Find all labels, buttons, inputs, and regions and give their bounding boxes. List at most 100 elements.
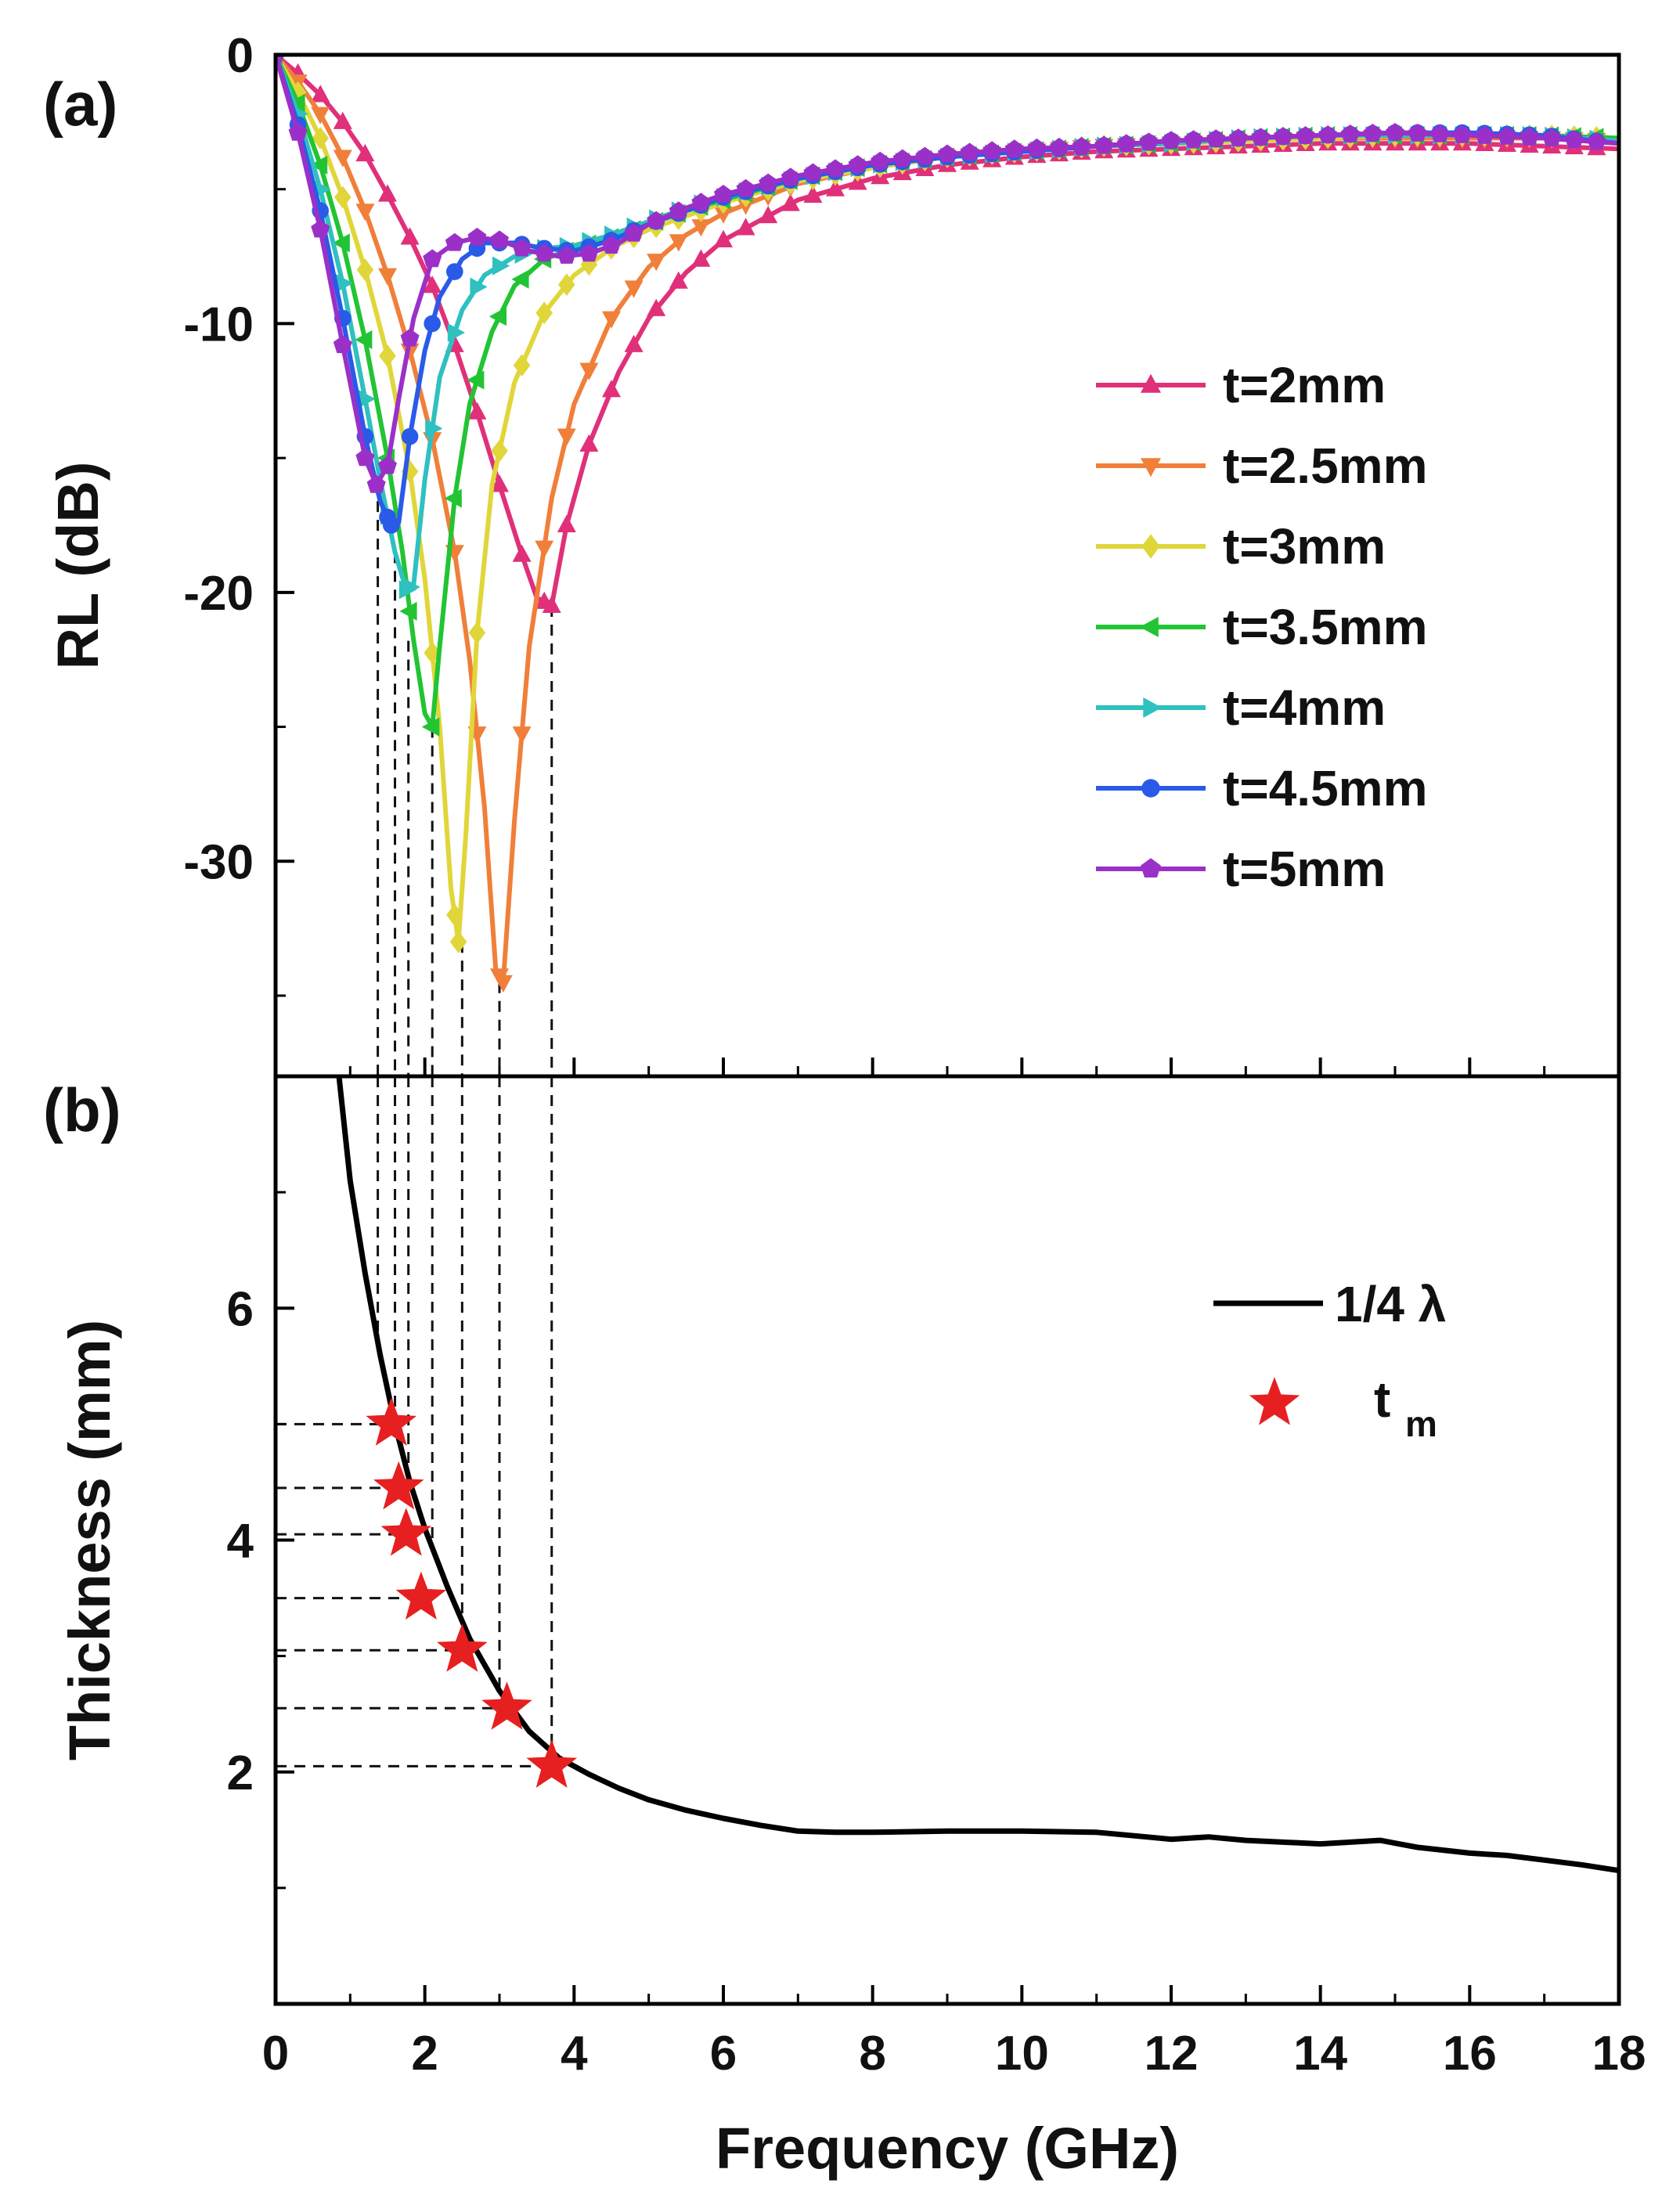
data-point — [399, 601, 417, 621]
series-tm — [366, 1397, 578, 1788]
data-point — [1228, 128, 1248, 146]
data-point — [669, 201, 688, 220]
star-point — [437, 1623, 488, 1672]
data-point — [647, 254, 666, 272]
data-point — [1587, 132, 1606, 150]
x-tick-label: 14 — [1293, 2027, 1347, 2081]
y-tick-label: -30 — [183, 835, 254, 889]
panel-b-label: (b) — [43, 1076, 121, 1144]
data-point — [491, 439, 508, 463]
data-point — [334, 186, 352, 209]
data-point — [512, 726, 532, 744]
x-tick-label: 8 — [859, 2027, 885, 2081]
data-point — [423, 276, 442, 294]
data-point — [1296, 126, 1315, 144]
data-point — [312, 127, 329, 150]
data-point — [781, 168, 800, 186]
data-point — [960, 142, 979, 161]
x-tick-label: 18 — [1592, 2027, 1646, 2081]
legend-label: t — [1374, 1371, 1390, 1428]
data-point — [335, 273, 353, 293]
data-point — [1251, 128, 1271, 146]
data-point — [378, 184, 397, 202]
data-point — [447, 322, 465, 342]
panel-b-guides — [276, 1076, 553, 1767]
data-point — [1318, 125, 1338, 143]
legend-label: 1/4 λ — [1335, 1276, 1446, 1332]
data-point — [423, 249, 442, 268]
data-point — [691, 193, 711, 211]
data-point — [669, 234, 688, 252]
data-point — [1072, 136, 1091, 155]
data-point — [513, 354, 531, 377]
data-point — [512, 544, 532, 562]
data-point — [624, 223, 644, 242]
data-point — [1430, 124, 1450, 142]
data-point — [647, 211, 666, 229]
data-point — [422, 717, 440, 737]
data-point — [311, 85, 330, 103]
data-point — [425, 419, 443, 438]
data-point — [557, 246, 576, 264]
data-point — [558, 273, 575, 296]
legend-label: t=3mm — [1223, 518, 1386, 575]
x-tick-label: 12 — [1145, 2027, 1199, 2081]
data-point — [467, 402, 487, 420]
data-point — [1050, 137, 1069, 156]
legend-item: t=4.5mm — [1096, 760, 1427, 816]
data-point — [557, 428, 576, 446]
legend-label: t=5mm — [1223, 841, 1386, 897]
data-point — [493, 975, 513, 993]
legend-label: t=2.5mm — [1223, 438, 1427, 494]
x-tick-label: 2 — [411, 2027, 438, 2081]
data-point — [736, 218, 755, 236]
data-point — [382, 517, 400, 534]
legend-label: t=4.5mm — [1223, 760, 1427, 816]
y-tick-label: 0 — [227, 29, 254, 83]
star-point — [395, 1571, 447, 1620]
data-point — [691, 219, 711, 237]
data-point — [1408, 124, 1427, 142]
data-point — [310, 155, 328, 175]
data-point — [492, 256, 510, 276]
data-point — [355, 330, 373, 349]
data-point — [400, 328, 420, 347]
data-point — [446, 903, 463, 927]
data-point — [468, 622, 486, 644]
data-point — [398, 580, 416, 600]
data-point — [1564, 130, 1584, 149]
data-point — [579, 243, 599, 262]
legend-item: t=2mm — [1096, 357, 1386, 413]
data-point — [332, 233, 350, 253]
data-point — [542, 595, 561, 613]
data-point — [289, 81, 307, 104]
data-point — [511, 269, 529, 289]
legend-item: t=3.5mm — [1096, 599, 1427, 655]
data-point — [669, 271, 688, 289]
data-point — [915, 146, 935, 165]
data-point — [1027, 138, 1047, 157]
data-point — [803, 163, 823, 182]
data-point — [1475, 126, 1494, 144]
data-point — [445, 232, 464, 251]
data-point — [1004, 139, 1024, 158]
panel-a-label: (a) — [43, 70, 117, 139]
panel-a-legend: t=2mm t=2.5mm t=3mm t=3.5mm t=4mm t=4.5mm t=5m… — [1096, 357, 1427, 897]
data-point — [355, 448, 375, 467]
data-point — [358, 389, 376, 409]
data-point — [449, 930, 467, 953]
data-point — [470, 277, 488, 297]
data-point — [378, 456, 397, 474]
legend-marker — [1141, 534, 1160, 559]
data-point — [490, 230, 509, 249]
data-point — [1340, 124, 1360, 142]
data-point — [892, 149, 912, 168]
panel-a-y-ticks: 0 -10 -20 -30 — [183, 29, 294, 997]
data-point — [803, 185, 823, 203]
data-point — [1452, 125, 1472, 143]
data-point — [467, 227, 487, 246]
y-tick-label: 4 — [227, 1515, 254, 1569]
x-axis-title: Frequency (GHz) — [716, 2116, 1179, 2181]
